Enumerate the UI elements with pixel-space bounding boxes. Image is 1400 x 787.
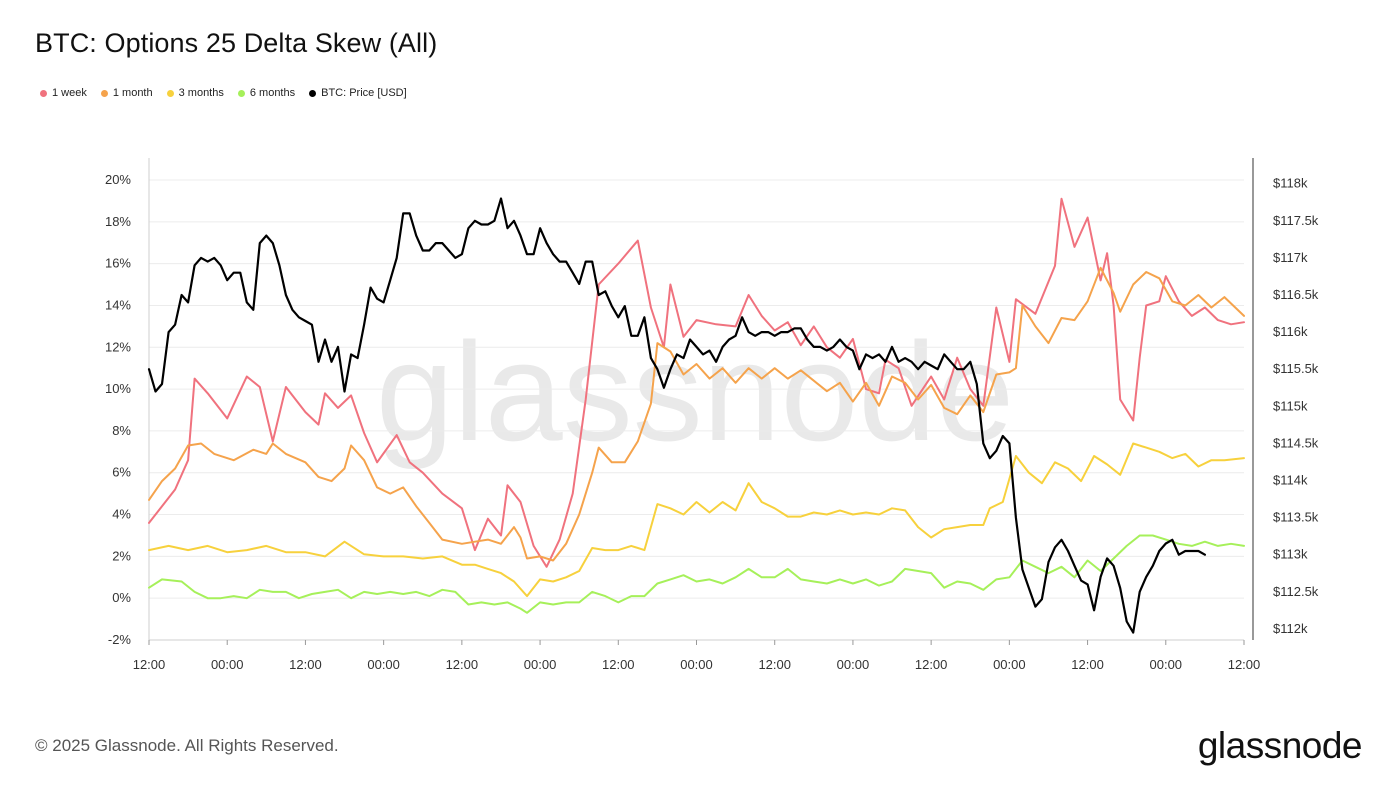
series-line-1-week[interactable] bbox=[148, 197, 1245, 568]
x-tick-label: 00:00 bbox=[993, 657, 1026, 672]
x-tick-label: 12:00 bbox=[1071, 657, 1104, 672]
y-left-tick-label: 18% bbox=[105, 214, 131, 229]
x-tick-label: 12:00 bbox=[602, 657, 635, 672]
y-left-tick-label: 14% bbox=[105, 297, 131, 312]
y-right-tick-label: $113k bbox=[1273, 547, 1308, 562]
legend-item-3-months[interactable]: 3 months bbox=[166, 87, 224, 99]
legend-item-btc-price[interactable]: BTC: Price [USD] bbox=[309, 87, 407, 99]
legend-label-3-months: 3 months bbox=[178, 87, 224, 99]
x-tick-label: 12:00 bbox=[289, 657, 322, 672]
y-right-tick-label: $112k bbox=[1273, 621, 1308, 636]
y-left-tick-label: 6% bbox=[112, 465, 131, 480]
watermark: glassnode bbox=[376, 313, 1014, 470]
x-tick-label: 12:00 bbox=[1228, 657, 1261, 672]
x-tick-label: 12:00 bbox=[446, 657, 479, 672]
x-tick-label: 12:00 bbox=[758, 657, 791, 672]
y-right-tick-label: $116k bbox=[1273, 324, 1308, 339]
legend-dot-1-week bbox=[40, 89, 47, 97]
y-right-tick-label: $113.5k bbox=[1273, 510, 1319, 525]
chart-title: BTC: Options 25 Delta Skew (All) bbox=[35, 28, 438, 58]
legend-dot-3-months bbox=[166, 89, 174, 97]
y-left-tick-label: 10% bbox=[105, 381, 131, 396]
y-right-tick-label: $115k bbox=[1273, 398, 1308, 413]
x-tick-label: 00:00 bbox=[680, 657, 713, 672]
x-tick-label: 12:00 bbox=[133, 657, 166, 672]
brand-logo: glassnode bbox=[1197, 725, 1363, 766]
y-left-tick-label: 16% bbox=[105, 256, 131, 271]
y-left-tick-label: 8% bbox=[112, 423, 131, 438]
x-tick-label: 00:00 bbox=[211, 657, 244, 672]
y-right-tick-label: $117.5k bbox=[1273, 213, 1319, 228]
legend-item-1-month[interactable]: 1 month bbox=[100, 87, 153, 99]
legend-label-6-months: 6 months bbox=[249, 87, 296, 99]
legend-item-1-week[interactable]: 1 week bbox=[40, 87, 87, 99]
chart-legend: 1 week 1 month 3 months 6 months BTC: Pr… bbox=[40, 87, 407, 99]
legend-label-btc-price: BTC: Price [USD] bbox=[321, 87, 407, 99]
legend-item-6-months[interactable]: 6 months bbox=[237, 87, 296, 99]
y-left-tick-label: 12% bbox=[105, 339, 131, 354]
series-line-1-month[interactable] bbox=[148, 266, 1245, 562]
y-left-tick-label: 20% bbox=[105, 172, 131, 187]
x-tick-label: 00:00 bbox=[367, 657, 400, 672]
y-left-tick-label: 2% bbox=[112, 548, 131, 563]
x-tick-label: 00:00 bbox=[524, 657, 557, 672]
x-tick-label: 00:00 bbox=[1150, 657, 1183, 672]
copyright: © 2025 Glassnode. All Rights Reserved. bbox=[35, 736, 339, 755]
y-left-tick-label: 4% bbox=[112, 507, 131, 522]
axes: 20% 18% 16% 14% 12% 10% 8% 6% 4% 2% 0% -2% $118k $117… bbox=[105, 158, 1319, 672]
legend-dot-btc-price bbox=[309, 89, 317, 97]
y-right-tick-label: $114k bbox=[1273, 472, 1308, 487]
legend-label-1-week: 1 week bbox=[52, 87, 87, 99]
series-line-3-months[interactable] bbox=[148, 442, 1245, 598]
legend-label-1-month: 1 month bbox=[112, 87, 153, 99]
y-right-tick-label: $114.5k bbox=[1273, 435, 1319, 450]
series-line-6-months[interactable] bbox=[148, 534, 1245, 614]
y-left-tick-label: -2% bbox=[108, 632, 132, 647]
x-tick-label: 12:00 bbox=[915, 657, 948, 672]
y-right-tick-label: $118k bbox=[1273, 176, 1308, 191]
legend-dot-1-month bbox=[100, 89, 108, 97]
chart-area: glassnode 20% 18% 16% 14% 12% 10% 8% 6% 4% 2% 0% -2… bbox=[105, 158, 1319, 672]
y-left-tick-label: 0% bbox=[112, 590, 131, 605]
y-right-tick-label: $116.5k bbox=[1273, 287, 1319, 302]
y-right-tick-label: $112.5k bbox=[1273, 584, 1319, 599]
legend-dot-6-months bbox=[237, 89, 245, 97]
series-lines bbox=[147, 197, 1245, 634]
series-line-btc-price-usd[interactable] bbox=[147, 197, 1206, 634]
y-right-tick-label: $117k bbox=[1273, 250, 1308, 265]
x-tick-label: 00:00 bbox=[837, 657, 870, 672]
y-right-tick-label: $115.5k bbox=[1273, 361, 1319, 376]
